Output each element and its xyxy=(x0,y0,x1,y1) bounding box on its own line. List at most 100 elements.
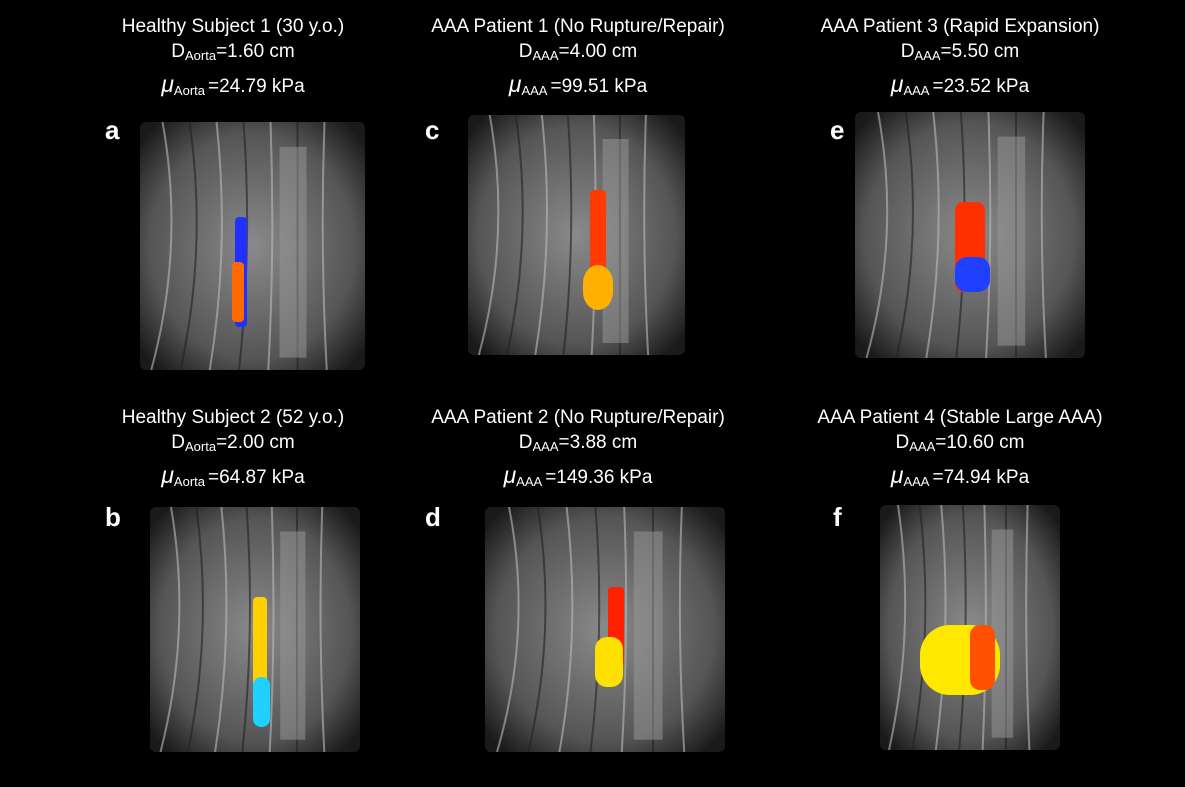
stiffness-map xyxy=(955,257,990,292)
modulus: μAorta =64.87 kPa xyxy=(43,463,423,494)
value: =10.60 cm xyxy=(935,432,1025,453)
tissue-edge xyxy=(159,507,181,752)
symbol: D xyxy=(900,41,915,62)
subscript: AAA xyxy=(914,48,941,63)
panel-letter: d xyxy=(425,502,441,532)
tissue-edge xyxy=(589,507,601,752)
panel-header: AAA Patient 4 (Stable Large AAA) DAAA=10.… xyxy=(770,405,1150,494)
tissue-edge xyxy=(925,112,940,358)
value: =5.50 cm xyxy=(940,41,1020,62)
tissue-edge xyxy=(496,507,520,752)
mri-image xyxy=(485,507,725,752)
value: =24.79 kPa xyxy=(208,76,305,97)
tissue-edge xyxy=(214,507,228,752)
subscript: AAA xyxy=(516,474,543,489)
value: =64.87 kPa xyxy=(208,467,305,488)
panel-header: Healthy Subject 1 (30 y.o.) DAorta=1.60 c… xyxy=(43,14,423,103)
value: =3.88 cm xyxy=(558,432,638,453)
stiffness-map xyxy=(253,677,270,727)
modulus: μAAA =23.52 kPa xyxy=(770,72,1150,103)
panel-header: AAA Patient 2 (No Rupture/Repair) DAAA=3.… xyxy=(388,405,768,494)
value: =23.52 kPa xyxy=(932,76,1030,97)
diameter: DAAA=5.50 cm xyxy=(770,39,1150,68)
symbol: D xyxy=(518,432,533,453)
panel-letter: f xyxy=(833,502,842,532)
spine xyxy=(997,136,1026,346)
tissue-edge xyxy=(888,505,907,750)
subscript: Aorta xyxy=(173,474,205,489)
mri-image xyxy=(140,122,365,370)
panel-title: Healthy Subject 2 (52 y.o.) xyxy=(121,407,345,428)
tissue-edge xyxy=(150,122,173,370)
symbol: μ xyxy=(890,71,904,97)
tissue-edge xyxy=(620,507,628,752)
value: =4.00 cm xyxy=(558,41,638,62)
subscript: AAA xyxy=(532,48,559,63)
tissue-edge xyxy=(643,115,650,355)
panel-letter: a xyxy=(105,115,120,145)
tissue-edge xyxy=(895,112,914,358)
tissue-edge xyxy=(506,115,524,355)
subscript: AAA xyxy=(903,83,930,98)
tissue-edge xyxy=(558,507,574,752)
spine xyxy=(602,139,629,343)
subscript: AAA xyxy=(532,439,559,454)
spine xyxy=(280,531,306,740)
tissue-edge xyxy=(678,507,686,752)
mri-image xyxy=(855,112,1085,358)
tissue-edge xyxy=(208,122,223,370)
symbol: D xyxy=(518,41,533,62)
symbol: μ xyxy=(503,462,517,488)
symbol: D xyxy=(171,41,185,62)
value: =99.51 kPa xyxy=(550,76,648,97)
spine xyxy=(279,146,307,358)
stiffness-map xyxy=(970,625,995,690)
symbol: μ xyxy=(161,71,174,97)
symbol: μ xyxy=(508,71,522,97)
panel-letter: c xyxy=(425,115,440,145)
subscript: Aorta xyxy=(184,439,217,454)
panel-header: Healthy Subject 2 (52 y.o.) DAorta=2.00 c… xyxy=(43,405,423,494)
diameter: DAorta=1.60 cm xyxy=(43,39,423,68)
symbol: D xyxy=(171,432,185,453)
value: =74.94 kPa xyxy=(932,467,1030,488)
panel-header: AAA Patient 3 (Rapid Expansion) DAAA=5.50… xyxy=(770,14,1150,103)
modulus: μAorta =24.79 kPa xyxy=(43,72,423,103)
panel-title: AAA Patient 3 (Rapid Expansion) xyxy=(820,16,1100,37)
value: =2.00 cm xyxy=(216,432,295,453)
subscript: AAA xyxy=(909,439,936,454)
tissue-edge xyxy=(911,505,927,750)
tissue-edge xyxy=(267,122,274,370)
tissue-edge xyxy=(477,115,500,355)
tissue-edge xyxy=(1025,505,1031,750)
panel-title: AAA Patient 1 (No Rupture/Repair) xyxy=(431,16,725,37)
stiffness-map xyxy=(583,265,613,310)
tissue-edge xyxy=(179,122,198,370)
panel-title: AAA Patient 4 (Stable Large AAA) xyxy=(817,407,1103,428)
tissue-edge xyxy=(321,122,328,370)
tissue-edge xyxy=(268,507,275,752)
modulus: μAAA =74.94 kPa xyxy=(770,463,1150,494)
tissue-edge xyxy=(534,115,548,355)
stiffness-map xyxy=(232,262,244,322)
stiffness-map xyxy=(590,190,606,290)
subscript: AAA xyxy=(521,83,548,98)
tissue xyxy=(140,122,365,370)
tissue-edge xyxy=(562,115,573,355)
diameter: DAAA=4.00 cm xyxy=(388,39,768,68)
panel-letter: b xyxy=(105,502,121,532)
symbol: μ xyxy=(890,462,904,488)
tissue-edge xyxy=(865,112,889,358)
modulus: μAAA =99.51 kPa xyxy=(388,72,768,103)
panel-title: Healthy Subject 1 (30 y.o.) xyxy=(121,16,345,37)
tissue-edge xyxy=(319,507,326,752)
tissue-edge xyxy=(241,507,251,752)
tissue-edge xyxy=(985,112,992,358)
panel-title: AAA Patient 2 (No Rupture/Repair) xyxy=(431,407,725,428)
symbol: μ xyxy=(161,462,174,488)
tissue-edge xyxy=(1040,112,1047,358)
stiffness-map xyxy=(595,637,623,687)
tissue-edge xyxy=(527,507,547,752)
mri-image xyxy=(150,507,360,752)
